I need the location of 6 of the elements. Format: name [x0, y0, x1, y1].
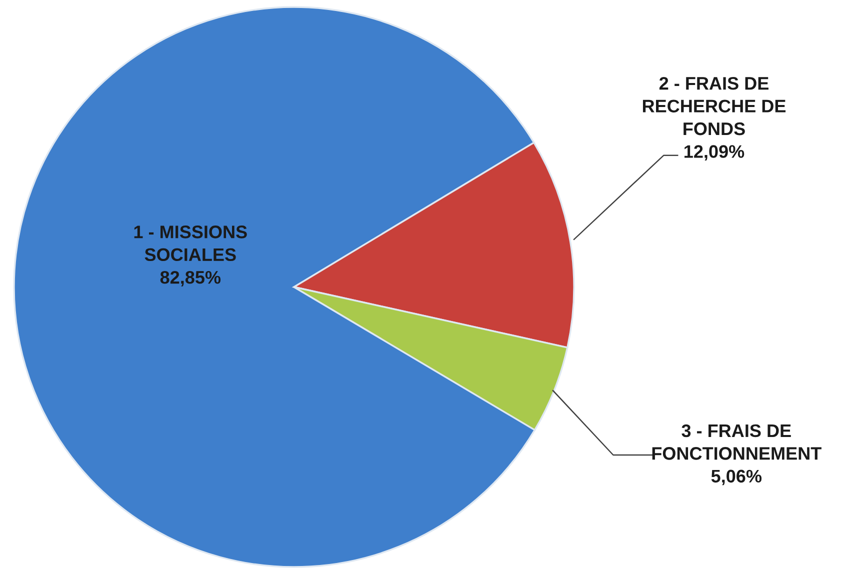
data-label: 82,85%: [160, 270, 221, 286]
slice-label: 2 - FRAIS DE RECHERCHE DE FONDS: [642, 76, 786, 136]
slice-label: 1 - MISSIONS SOCIALES: [134, 226, 247, 262]
data-label: 5,06%: [711, 470, 762, 486]
data-label: 12,09%: [684, 145, 744, 161]
slice-label: 3 - FRAIS DE FONCTIONNEMENT: [652, 424, 822, 460]
